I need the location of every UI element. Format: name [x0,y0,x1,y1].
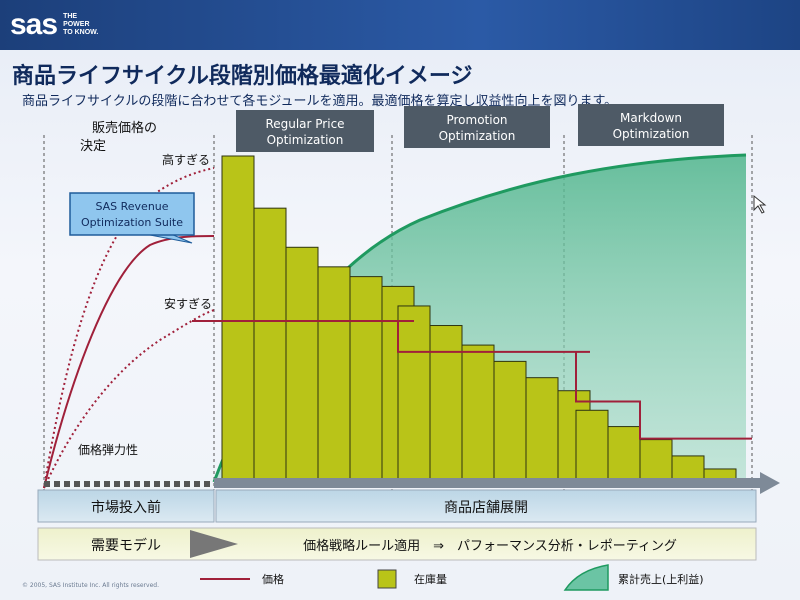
decision-label-line2: 決定 [80,139,106,154]
sas-logo: sas THE POWER TO KNOW. [10,8,98,42]
phase-in-store-box [215,489,757,523]
module-label-line2: Optimization [613,127,690,141]
legend-cumulative-label: 累計売上(上利益) [618,572,704,586]
inventory-bar [349,276,383,483]
copyright-text: © 2005, SAS Institute Inc. All rights re… [22,582,159,589]
slide-subtitle: 商品ライフサイクルの段階に合わせて各モジュールを適用。最適価格を算定し収益性向上… [22,94,618,109]
module-label-line1: Regular Price [265,117,344,131]
inventory-bar [317,266,351,483]
slide-title: 商品ライフサイクル段階別価格最適化イメージ [12,64,473,89]
sas-header-bar: sas THE POWER TO KNOW. [0,0,800,50]
module-label-line1: Markdown [620,111,682,125]
flow-band [37,527,757,561]
inventory-bar [639,439,673,483]
phase-in-store-label: 商品店舗展開 [444,500,528,516]
legend-inventory-swatch [377,569,397,589]
inventory-bar [429,325,463,483]
elasticity-curve-high [43,167,215,489]
sas-tagline: THE POWER TO KNOW. [63,13,99,36]
inventory-bar [397,305,431,483]
module-box [578,104,724,146]
module-markdown: Markdown Optimization [578,104,724,146]
module-label-line2: Optimization [439,129,516,143]
inventory-bar [575,409,609,483]
legend-inventory-label: 在庫量 [414,572,447,586]
decision-label-line1: 販売価格の [92,120,157,136]
suite-callout-box [69,192,195,236]
sas-logo-text: sas [10,8,58,41]
flow-demand-model: 需要モデル [91,537,161,554]
price-line [192,319,752,440]
inventory-bar [607,426,641,483]
elasticity-curve [43,235,215,489]
inventory-bars [221,155,737,483]
suite-callout-line1: SAS Revenue [95,200,168,213]
elasticity-label: 価格弾力性 [78,442,138,457]
phase-pre-launch-box [37,489,215,523]
module-box [404,106,550,148]
suite-callout-line2: Optimization Suite [81,216,183,229]
legend-price-label: 価格 [262,572,284,586]
timeline-bar [214,478,760,488]
inventory-bar [525,377,559,483]
timeline-arrowhead [760,472,780,494]
inventory-bar [461,344,495,483]
mouse-cursor-icon [753,194,767,214]
inventory-bar [221,155,255,483]
too-low-label: 安すぎる [164,296,212,311]
module-promotion: Promotion Optimization [404,106,550,148]
module-regular-price: Regular Price Optimization [236,110,374,152]
inventory-bar [253,207,287,483]
elasticity-curve-low [43,309,215,489]
flow-arrow [190,530,238,558]
phase-pre-launch-label: 市場投入前 [91,499,161,516]
inventory-bar [285,246,319,483]
legend-cumulative-swatch [563,564,609,591]
flow-process: 価格戦略ルール適用 ⇒ パフォーマンス分析・レポーティング [303,538,677,554]
inventory-bar [493,360,527,483]
module-label-line1: Promotion [446,113,507,127]
too-high-label: 高すぎる [162,152,210,167]
module-box [236,110,374,152]
module-label-line2: Optimization [267,133,344,147]
